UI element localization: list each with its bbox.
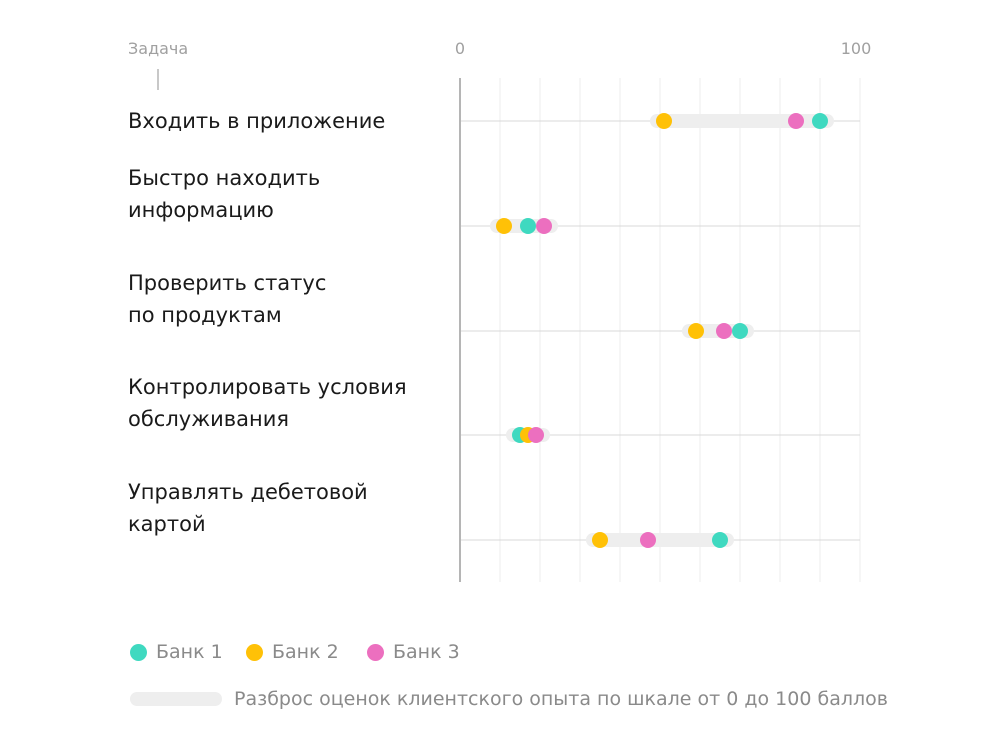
data-point-2 xyxy=(656,113,672,129)
data-point-1 xyxy=(812,113,828,129)
data-point-3 xyxy=(528,427,544,443)
legend-dot-icon xyxy=(367,643,384,661)
data-point-2 xyxy=(496,218,512,234)
task-label-line: картой xyxy=(128,512,206,536)
range-legend-label: Разброс оценок клиентского опыта по шкал… xyxy=(234,688,888,710)
task-label: Проверить статус по продуктам xyxy=(128,267,448,331)
data-point-2 xyxy=(592,532,608,548)
task-label-line: Входить в приложение xyxy=(128,109,386,133)
data-point-3 xyxy=(640,532,656,548)
range-bar-icon xyxy=(130,692,222,706)
task-label-line: Проверить статус xyxy=(128,271,327,295)
legend-label: Банк 3 xyxy=(393,641,460,663)
marks xyxy=(490,113,834,548)
legend-dot-icon xyxy=(130,643,147,661)
legend-item-bank2: Банк 2 xyxy=(246,640,339,664)
data-point-1 xyxy=(520,218,536,234)
task-label: Быстро находить информацию xyxy=(128,162,448,226)
legend-item-bank1: Банк 1 xyxy=(130,640,223,664)
legend-label: Банк 2 xyxy=(272,641,339,663)
task-label-line: по продуктам xyxy=(128,303,282,327)
task-label-line: Контролировать условия xyxy=(128,375,407,399)
task-label-line: информацию xyxy=(128,198,274,222)
data-point-3 xyxy=(716,323,732,339)
task-label-line: Управлять дебетовой xyxy=(128,480,368,504)
task-label: Управлять дебетовой картой xyxy=(128,476,448,540)
data-point-1 xyxy=(732,323,748,339)
data-point-3 xyxy=(788,113,804,129)
range-bar xyxy=(586,533,734,547)
x-min-label: 0 xyxy=(455,39,465,58)
x-max-label: 100 xyxy=(841,39,872,58)
task-label-line: обслуживания xyxy=(128,407,290,431)
data-point-3 xyxy=(536,218,552,234)
grid xyxy=(499,78,861,582)
task-label: Входить в приложение xyxy=(128,105,448,137)
range-legend: Разброс оценок клиентского опыта по шкал… xyxy=(130,688,888,710)
header-label: Задача xyxy=(128,39,188,58)
data-point-1 xyxy=(712,532,728,548)
task-label-line: Быстро находить xyxy=(128,166,321,190)
legend-label: Банк 1 xyxy=(156,641,223,663)
task-label: Контролировать условия обслуживания xyxy=(128,371,448,435)
range-bar xyxy=(650,114,834,128)
legend-item-bank3: Банк 3 xyxy=(367,640,460,664)
data-point-2 xyxy=(688,323,704,339)
legend-dot-icon xyxy=(246,643,263,661)
